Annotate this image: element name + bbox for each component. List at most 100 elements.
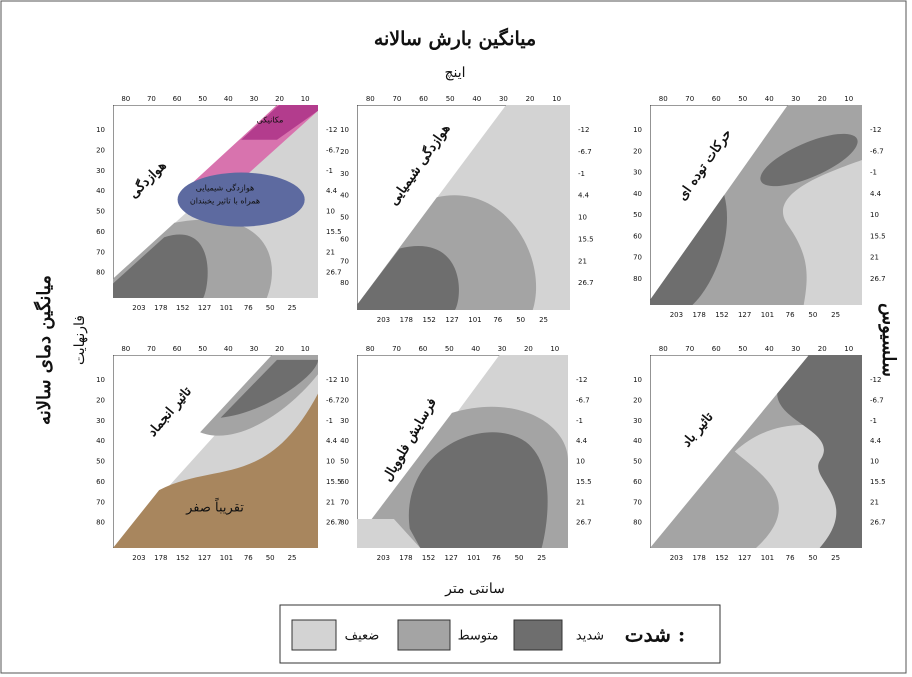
top-tick-label: 70 [685, 345, 694, 353]
bottom-tick-label: 50 [808, 311, 817, 319]
left-tick-label: 60 [340, 478, 349, 486]
bottom-tick-label: 50 [516, 316, 525, 324]
bottom-tick-label: 203 [377, 554, 390, 562]
bottom-tick-label: 101 [468, 316, 481, 324]
top-tick-label: 50 [198, 345, 207, 353]
left-tick-label: 70 [633, 254, 642, 262]
top-tick-label: 60 [712, 95, 721, 103]
top-tick-label: 80 [121, 95, 130, 103]
panel-note: همراه با تاثیر یخبندان [190, 197, 260, 206]
top-tick-label: 70 [685, 95, 694, 103]
top-tick-label: 30 [499, 95, 508, 103]
left-title: میانگین دمای سالانه [33, 275, 55, 425]
left-tick-label: 40 [340, 437, 349, 445]
bottom-tick-label: 76 [244, 304, 253, 312]
left-tick-label: 70 [340, 498, 349, 506]
left-tick-label: 50 [340, 458, 349, 466]
left-tick-label: 10 [633, 126, 642, 134]
bottom-tick-label: 50 [808, 554, 817, 562]
left-tick-label: 60 [633, 478, 642, 486]
top-tick-label: 80 [659, 95, 668, 103]
bottom-tick-label: 127 [198, 554, 211, 562]
right-tick-label: -1 [576, 417, 583, 425]
panel-note: هوازدگی شیمیایی [196, 183, 255, 193]
left-tick-label: 40 [96, 437, 105, 445]
top-unit: اینچ [444, 65, 465, 81]
right-tick-label: -12 [870, 376, 881, 384]
left-tick-label: 70 [96, 498, 105, 506]
right-unit: سلسیوس [878, 303, 899, 377]
right-tick-label: 21 [326, 498, 335, 506]
left-tick-label: 20 [340, 396, 349, 404]
right-tick-label: 10 [326, 458, 335, 466]
left-tick-label: 50 [633, 458, 642, 466]
bottom-tick-label: 203 [377, 316, 390, 324]
left-tick-label: 60 [96, 478, 105, 486]
legend-item: شدید [576, 629, 604, 644]
right-tick-label: 10 [870, 458, 879, 466]
legend-swatch [397, 619, 451, 651]
bottom-tick-label: 127 [198, 304, 211, 312]
left-tick-label: 80 [340, 519, 349, 527]
left-tick-label: 70 [96, 248, 105, 256]
right-tick-label: -12 [578, 126, 589, 134]
left-tick-label: 60 [633, 232, 642, 240]
top-tick-label: 30 [791, 345, 800, 353]
right-tick-label: -12 [870, 126, 881, 134]
top-tick-label: 60 [712, 345, 721, 353]
top-tick-label: 30 [498, 345, 507, 353]
right-tick-label: -6.7 [576, 396, 590, 404]
bottom-tick-label: 178 [400, 316, 413, 324]
left-tick-label: 40 [96, 187, 105, 195]
right-tick-label: 26.7 [326, 519, 342, 527]
left-tick-label: 80 [96, 519, 105, 527]
panel-4-shapes [113, 355, 318, 548]
right-tick-label: 4.4 [870, 437, 882, 445]
bottom-tick-label: 152 [715, 311, 728, 319]
bottom-tick-label: 76 [786, 311, 795, 319]
bottom-tick-label: 50 [266, 304, 275, 312]
top-tick-label: 20 [275, 95, 284, 103]
top-tick-label: 30 [249, 345, 258, 353]
left-tick-label: 20 [633, 396, 642, 404]
left-tick-label: 60 [96, 228, 105, 236]
bottom-tick-label: 178 [692, 311, 705, 319]
panel-5-shapes [357, 355, 568, 548]
top-tick-label: 50 [738, 345, 747, 353]
bottom-unit: سانتی متر [444, 581, 505, 597]
bottom-tick-label: 76 [493, 316, 502, 324]
top-tick-label: 30 [791, 95, 800, 103]
left-unit: فارنهایت [72, 315, 88, 365]
left-tick-label: 50 [96, 458, 105, 466]
left-tick-label: 30 [633, 169, 642, 177]
top-tick-label: 20 [275, 345, 284, 353]
left-tick-label: 10 [340, 126, 349, 134]
bottom-tick-label: 25 [288, 304, 297, 312]
left-tick-label: 80 [340, 279, 349, 287]
bottom-tick-label: 203 [670, 554, 683, 562]
legend-item: ضعیف [345, 629, 380, 644]
top-tick-label: 20 [818, 345, 827, 353]
left-tick-label: 80 [96, 269, 105, 277]
panel-2-shapes [357, 105, 570, 310]
right-tick-label: 10 [578, 214, 587, 222]
right-tick-label: -1 [326, 167, 333, 175]
right-tick-label: 4.4 [576, 437, 588, 445]
top-tick-label: 50 [446, 95, 455, 103]
bottom-tick-label: 76 [244, 554, 253, 562]
bottom-tick-label: 203 [670, 311, 683, 319]
right-tick-label: 21 [870, 498, 879, 506]
left-tick-label: 80 [633, 519, 642, 527]
bottom-tick-label: 127 [445, 316, 458, 324]
top-tick-label: 40 [765, 95, 774, 103]
bottom-tick-label: 152 [176, 554, 189, 562]
top-tick-label: 70 [392, 345, 401, 353]
right-tick-label: 26.7 [870, 519, 886, 527]
top-tick-label: 80 [366, 95, 375, 103]
top-tick-label: 60 [418, 345, 427, 353]
right-tick-label: 26.7 [326, 269, 342, 277]
left-tick-label: 20 [96, 396, 105, 404]
left-tick-label: 10 [96, 376, 105, 384]
left-tick-label: 10 [96, 126, 105, 134]
bottom-tick-label: 152 [176, 304, 189, 312]
